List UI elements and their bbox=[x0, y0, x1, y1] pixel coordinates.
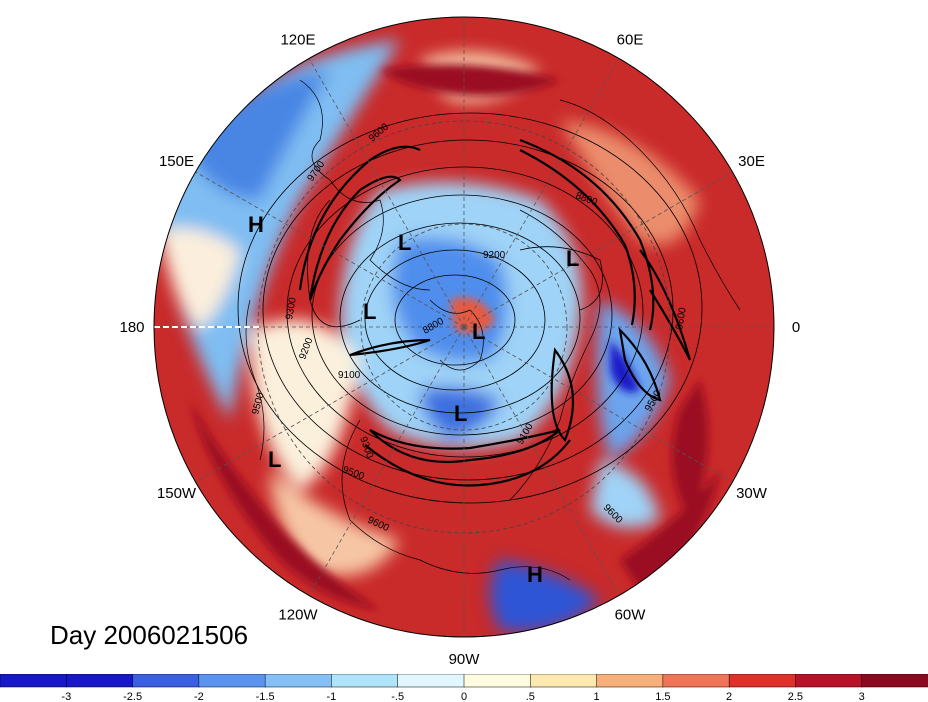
colorbar-swatch bbox=[397, 674, 465, 688]
colorbar-tick-label: .5 bbox=[526, 691, 535, 702]
colorbar-swatch bbox=[264, 674, 333, 688]
contour-label: 9300 bbox=[284, 296, 299, 320]
colorbar-swatch bbox=[463, 674, 532, 688]
colorbar-tick-label: 1 bbox=[594, 691, 600, 702]
low-pressure-label: L bbox=[472, 319, 485, 344]
longitude-label: 90W bbox=[449, 651, 481, 668]
colorbar-tick-label: -1.5 bbox=[256, 691, 275, 702]
colorbar-swatch bbox=[728, 674, 797, 688]
pressure-labels: H H L L L L L L bbox=[248, 212, 579, 587]
colorbar-tick-label: -1 bbox=[327, 691, 337, 702]
longitude-label: 120W bbox=[278, 607, 318, 624]
longitude-label: 30W bbox=[736, 485, 768, 502]
colorbar-tick-label: 0 bbox=[461, 691, 467, 702]
colorbar-swatch bbox=[66, 674, 134, 688]
longitude-label: 30E bbox=[738, 153, 765, 170]
contour-label: 9200 bbox=[483, 250, 506, 261]
colorbar-swatch bbox=[861, 674, 928, 688]
meridian-line bbox=[195, 171, 465, 328]
meridian-line bbox=[463, 58, 620, 328]
meridian-line bbox=[463, 326, 620, 596]
meridian-line bbox=[308, 58, 465, 328]
longitude-label: 60E bbox=[617, 32, 644, 49]
colorbar-swatch bbox=[795, 674, 863, 688]
coastlines bbox=[245, 79, 741, 581]
low-pressure-label: L bbox=[363, 299, 376, 324]
colorbar-swatch bbox=[132, 674, 200, 688]
high-pressure-label: H bbox=[248, 212, 264, 237]
colorbar-swatch bbox=[596, 674, 664, 688]
colorbar-tick-label: -2.5 bbox=[123, 691, 142, 702]
low-pressure-label: L bbox=[268, 447, 281, 472]
colorbar-tick-label: 2 bbox=[726, 691, 732, 702]
colorbar: -3 -2.5 -2 -1.5 -1 -.5 0 .5 1 1.5 2 2.5 3 bbox=[0, 674, 928, 702]
contour-label: 9100 bbox=[338, 370, 361, 381]
longitude-label: 90E bbox=[451, 0, 478, 4]
high-pressure-label: H bbox=[527, 562, 543, 587]
longitude-label: 120E bbox=[280, 32, 315, 49]
colorbar-swatch bbox=[0, 674, 68, 688]
jet-contours bbox=[298, 138, 692, 487]
colorbar-tick-label: -.5 bbox=[391, 691, 404, 702]
colorbar-swatch bbox=[198, 674, 266, 688]
meridian-line bbox=[195, 326, 465, 483]
colorbar-tick-label: -3 bbox=[61, 691, 71, 702]
colorbar-tick-label: 3 bbox=[859, 691, 865, 702]
low-pressure-label: L bbox=[454, 401, 467, 426]
low-pressure-label: L bbox=[566, 246, 579, 271]
longitude-label: 180 bbox=[119, 319, 144, 336]
map-border bbox=[153, 16, 775, 638]
map-title: Day 2006021506 bbox=[50, 620, 249, 650]
contour-label: 9600 bbox=[674, 306, 689, 330]
longitude-label: 150W bbox=[157, 485, 197, 502]
meridian-line bbox=[463, 171, 733, 328]
colorbar-tick-label: 2.5 bbox=[788, 691, 803, 702]
longitude-label: 60W bbox=[615, 607, 647, 624]
longitude-labels: 90E 60E 30E 0 30W 60W 90W 120W 150W 180 150E 120E bbox=[119, 0, 800, 668]
longitude-label: 150E bbox=[159, 153, 194, 170]
meridian-line bbox=[463, 326, 733, 483]
meridian-line bbox=[308, 326, 465, 596]
colorbar-tick-label: -2 bbox=[194, 691, 204, 702]
colorbar-swatch bbox=[331, 674, 399, 688]
longitude-label: 0 bbox=[792, 319, 800, 336]
colorbar-tick-label: 1.5 bbox=[655, 691, 670, 702]
low-pressure-label: L bbox=[398, 230, 411, 255]
colorbar-swatch bbox=[530, 674, 598, 688]
colorbar-swatch bbox=[662, 674, 730, 688]
meridian-lines bbox=[154, 17, 774, 637]
